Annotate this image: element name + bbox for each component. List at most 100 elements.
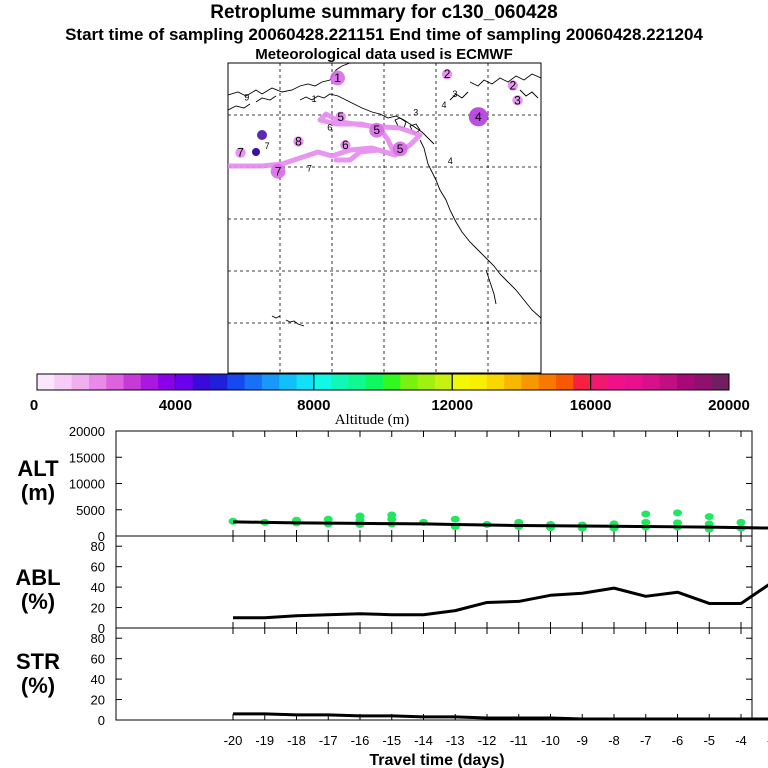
colorbar-swatch (452, 374, 470, 390)
colorbar-swatch (348, 374, 367, 390)
alt-point (450, 515, 460, 523)
colorbar-swatch (54, 374, 72, 390)
colorbar-swatch (400, 374, 418, 390)
map-marker-label: 5 (397, 142, 404, 156)
alt-point (355, 512, 365, 520)
colorbar-swatch (504, 374, 522, 390)
altitude-colorbar: 0 4000 8000 12000 16000 20000 (30, 373, 750, 414)
x-tick-label: -17 (319, 733, 338, 748)
y-tick-label: 0 (98, 529, 105, 544)
map-marker-circle (507, 80, 519, 91)
colorbar-swatch (88, 374, 107, 390)
panel-ylabel-unit: (%) (21, 673, 55, 698)
colorbar-swatch (175, 374, 194, 390)
map-marker-circle (468, 107, 488, 127)
series-line (232, 520, 768, 530)
map-marker-label: 7 (275, 164, 282, 178)
map-marker-label: 1 (334, 71, 341, 85)
map-coastline (228, 63, 541, 327)
map-marker-circle (441, 69, 453, 80)
colorbar-swatch (590, 374, 609, 390)
colorbar-swatch (677, 374, 695, 390)
x-tick-label: -7 (640, 733, 652, 748)
x-tick-label: -5 (703, 733, 715, 748)
alt-point (641, 518, 651, 526)
colorbar-swatch (417, 374, 436, 390)
panel-ylabel: ALT (17, 456, 59, 481)
x-tick-label: -8 (608, 733, 620, 748)
map-marker-label: 7 (265, 141, 270, 151)
colorbar-swatch (694, 374, 713, 390)
map-marker-circle (257, 130, 267, 140)
colorbar-tick-label: 4000 (159, 397, 192, 414)
map-marker-label: 7 (307, 164, 312, 174)
panel-frame (115, 627, 753, 721)
alt-point (673, 519, 682, 527)
chart-panel-abl: 0 20 40 60 80 ABL(%) (15, 535, 768, 636)
map-marker-circle (340, 139, 351, 151)
map-marker-label: 7 (237, 146, 244, 160)
y-tick-label: 10000 (69, 477, 105, 492)
map-marker-label: 4 (475, 110, 482, 124)
map-marker-label: 3 (413, 108, 418, 118)
map-marker-label: 3 (452, 89, 457, 99)
colorbar-swatch (573, 374, 591, 390)
y-tick-label: 80 (91, 539, 105, 554)
colorbar-swatch (365, 374, 384, 390)
map-marker-label: 9 (244, 93, 249, 103)
y-tick-label: 40 (91, 672, 105, 687)
map-marker-circle (392, 141, 408, 157)
series-line (233, 583, 768, 620)
map-marker-label: 4 (448, 156, 453, 166)
colorbar-swatch (192, 374, 211, 390)
x-tick-label: -19 (255, 733, 274, 748)
alt-point (704, 513, 714, 521)
map-marker-circle (335, 111, 346, 122)
map-marker-circle (512, 95, 523, 106)
colorbar-frame (36, 373, 730, 391)
map-marker-circle (330, 70, 345, 86)
map-frame (227, 62, 542, 374)
y-tick-label: 20 (91, 601, 105, 616)
y-tick-label: 60 (91, 652, 105, 667)
map-marker-label: 2 (444, 67, 451, 81)
y-tick-label: 20 (91, 693, 105, 708)
map-marker-label: 8 (295, 134, 302, 148)
x-tick-label: -10 (541, 733, 560, 748)
alt-point (387, 511, 397, 519)
colorbar-swatch (123, 374, 142, 390)
colorbar-tick-label: 20000 (708, 397, 750, 414)
alt-point (736, 518, 746, 526)
colorbar-swatch (296, 374, 315, 390)
x-tick-label: -12 (478, 733, 497, 748)
colorbar-swatch (106, 374, 124, 390)
colorbar-swatch (140, 374, 159, 390)
series-line (233, 712, 768, 721)
colorbar-swatch (711, 374, 730, 390)
map-graticule (228, 63, 541, 373)
alt-point (641, 510, 651, 518)
x-tick-label: -20 (224, 733, 243, 748)
colorbar-swatch (313, 374, 332, 390)
map-marker-label: 4 (441, 100, 446, 110)
map-marker-circle (235, 147, 246, 158)
panel-ylabel: STR (16, 649, 60, 674)
y-tick-label: 0 (98, 713, 105, 728)
y-tick-label: 5000 (76, 503, 105, 518)
colorbar-swatch (383, 374, 401, 390)
x-tick-label: -6 (672, 733, 684, 748)
colorbar-tick-label: 16000 (570, 397, 612, 414)
colorbar-swatch (659, 374, 678, 390)
colorbar-swatch (521, 374, 540, 390)
map-marker-circle (369, 122, 385, 138)
x-tick-label: -11 (510, 733, 528, 748)
colorbar-swatch (607, 374, 626, 390)
x-tick-label: -13 (446, 733, 465, 748)
colorbar-swatch (210, 374, 228, 390)
plot-title: Retroplume summary for c130_060428 (210, 2, 558, 23)
colorbar-tick-label: 0 (30, 397, 38, 414)
colorbar-swatch (261, 374, 280, 390)
colorbar-swatch (244, 374, 263, 390)
